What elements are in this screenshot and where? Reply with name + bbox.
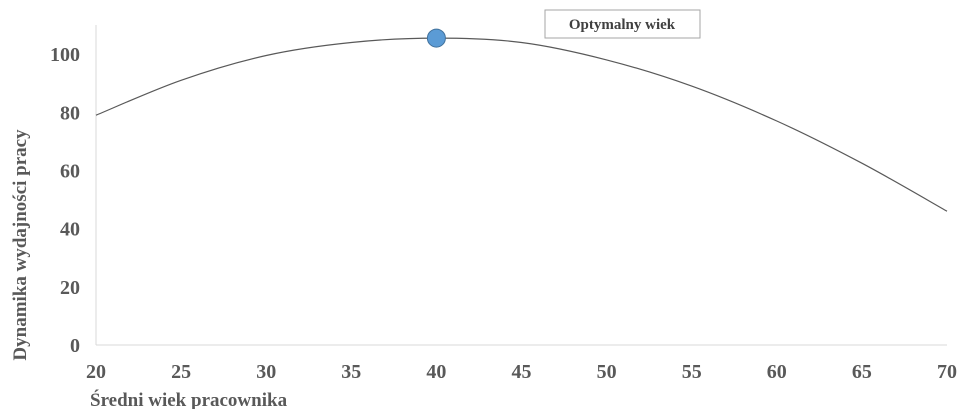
x-tick-label: 30 [256,361,276,383]
x-tick-label: 70 [937,361,957,383]
x-axis-title: Średni wiek pracownika [90,389,288,409]
x-tick-label: 60 [767,361,787,383]
x-tick-label: 45 [512,361,532,383]
series-line [95,37,948,212]
y-axis: 0 20 40 60 80 100 [50,25,97,357]
legend-box [544,9,701,39]
y-tick-label: 0 [70,335,80,357]
y-tick-label: 80 [60,102,80,124]
x-axis: 20 25 30 35 40 45 50 55 60 65 70 [86,344,957,383]
legend: Optymalny wiek [544,9,701,39]
y-tick-label: 40 [60,219,80,241]
y-tick-label: 60 [60,160,80,182]
x-tick-label: 40 [426,361,446,383]
legend-label: Optymalny wiek [569,17,676,33]
optimum-marker [426,28,446,48]
x-tick-label: 55 [682,361,702,383]
x-tick-label: 25 [171,361,191,383]
x-tick-label: 50 [597,361,617,383]
x-tick-label: 35 [341,361,361,383]
y-tick-label: 20 [60,277,80,299]
y-axis-title: Dynamika wydajności pracy [10,129,31,361]
x-tick-label: 20 [86,361,106,383]
x-tick-label: 65 [852,361,872,383]
y-tick-labels: 0 20 40 60 80 100 [50,44,80,357]
x-tick-labels: 20 25 30 35 40 45 50 55 60 65 70 [86,361,957,383]
y-tick-label: 100 [50,44,80,66]
